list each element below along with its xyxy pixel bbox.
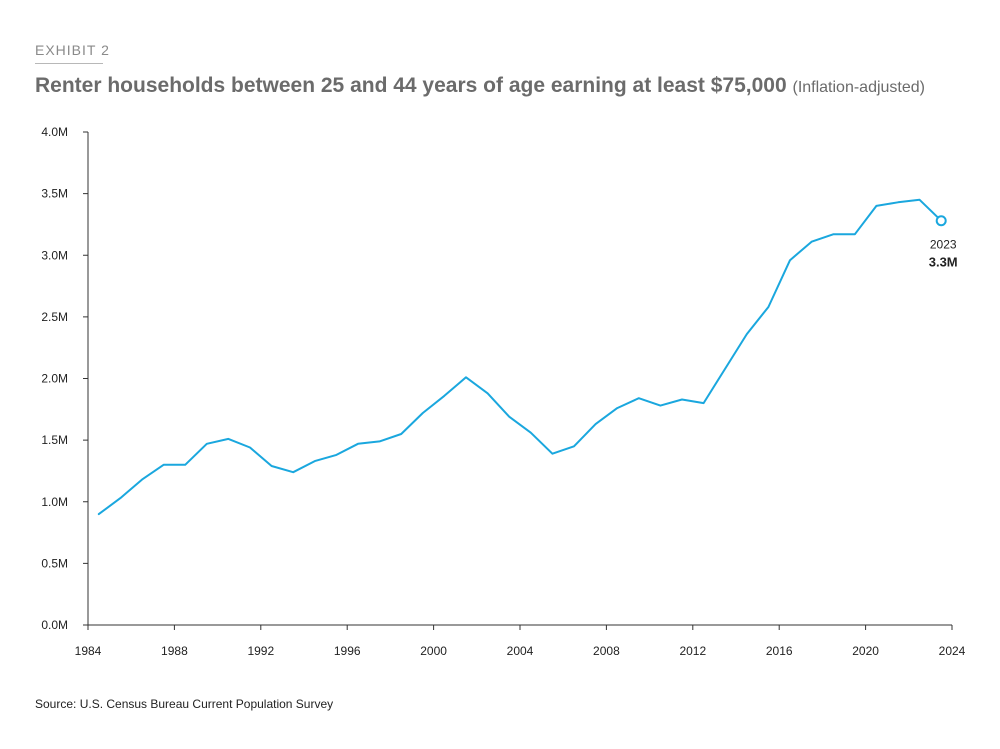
data-point (226, 436, 231, 441)
plot-area (96, 197, 943, 517)
exhibit-label: EXHIBIT 2 (35, 42, 110, 58)
y-tick-label: 0.0M (41, 618, 68, 632)
data-point (204, 441, 209, 446)
y-axis: 0.0M 0.5M 1.0M 1.5M 2.0M 2.5M 3.0M 3.5M 4.0M (41, 125, 89, 632)
chart-title-text: Renter households between 25 and 44 year… (35, 74, 787, 97)
annotation-group: 2023 3.3M (929, 215, 958, 270)
data-point (636, 396, 641, 401)
data-point (485, 391, 490, 396)
data-point (550, 451, 555, 456)
x-tick-label: 2024 (939, 644, 966, 658)
data-point (291, 470, 296, 475)
x-axis: 1984 1988 1992 1996 2000 2004 2008 2012 2016 2020… (75, 624, 966, 658)
y-tick-label: 1.0M (41, 495, 68, 509)
data-point (788, 258, 793, 263)
data-point (269, 464, 274, 469)
x-tick-label: 1996 (334, 644, 361, 658)
y-tick-label: 3.0M (41, 248, 68, 262)
exhibit-underline (35, 63, 103, 64)
data-point (356, 441, 361, 446)
data-point (917, 197, 922, 202)
series-line (97, 198, 943, 516)
data-point (420, 411, 425, 416)
x-tick-label: 2008 (593, 644, 620, 658)
data-point (377, 439, 382, 444)
data-point (723, 366, 728, 371)
y-tick-label: 0.5M (41, 556, 68, 570)
chart-title: Renter households between 25 and 44 year… (35, 74, 925, 98)
annotation-value: 3.3M (929, 255, 958, 270)
data-point (615, 406, 620, 411)
data-point (399, 432, 404, 437)
data-point (334, 452, 339, 457)
data-point (96, 512, 101, 517)
y-tick-label: 2.5M (41, 310, 68, 324)
data-point (572, 444, 577, 449)
data-point (161, 462, 166, 467)
data-point (183, 462, 188, 467)
annotation-marker (935, 215, 947, 227)
data-point (118, 496, 123, 501)
data-point (442, 393, 447, 398)
data-point (248, 445, 253, 450)
y-tick-label: 1.5M (41, 433, 68, 447)
x-tick-label: 2000 (420, 644, 447, 658)
chart-subtitle: (Inflation-adjusted) (792, 79, 925, 96)
data-point (766, 305, 771, 310)
data-point (701, 401, 706, 406)
data-point (831, 232, 836, 237)
data-point (896, 200, 901, 205)
x-tick-label: 2012 (679, 644, 706, 658)
x-tick-label: 1988 (161, 644, 188, 658)
data-point (658, 403, 663, 408)
data-point (528, 430, 533, 435)
data-point (874, 203, 879, 208)
data-point (464, 375, 469, 380)
y-tick-label: 4.0M (41, 125, 68, 139)
data-point (593, 422, 598, 427)
data-point (744, 332, 749, 337)
source-note: Source: U.S. Census Bureau Current Popul… (35, 697, 334, 711)
x-tick-label: 2020 (852, 644, 879, 658)
y-tick-label: 3.5M (41, 187, 68, 201)
x-tick-label: 1984 (75, 644, 102, 658)
data-point (680, 397, 685, 402)
data-point (507, 414, 512, 419)
data-point (809, 239, 814, 244)
x-tick-label: 2016 (766, 644, 793, 658)
annotation-year: 2023 (930, 238, 957, 252)
data-point (312, 459, 317, 464)
x-tick-label: 2004 (507, 644, 534, 658)
y-tick-label: 2.0M (41, 372, 68, 386)
data-point (852, 232, 857, 237)
data-point (140, 477, 145, 482)
x-tick-label: 1992 (247, 644, 274, 658)
